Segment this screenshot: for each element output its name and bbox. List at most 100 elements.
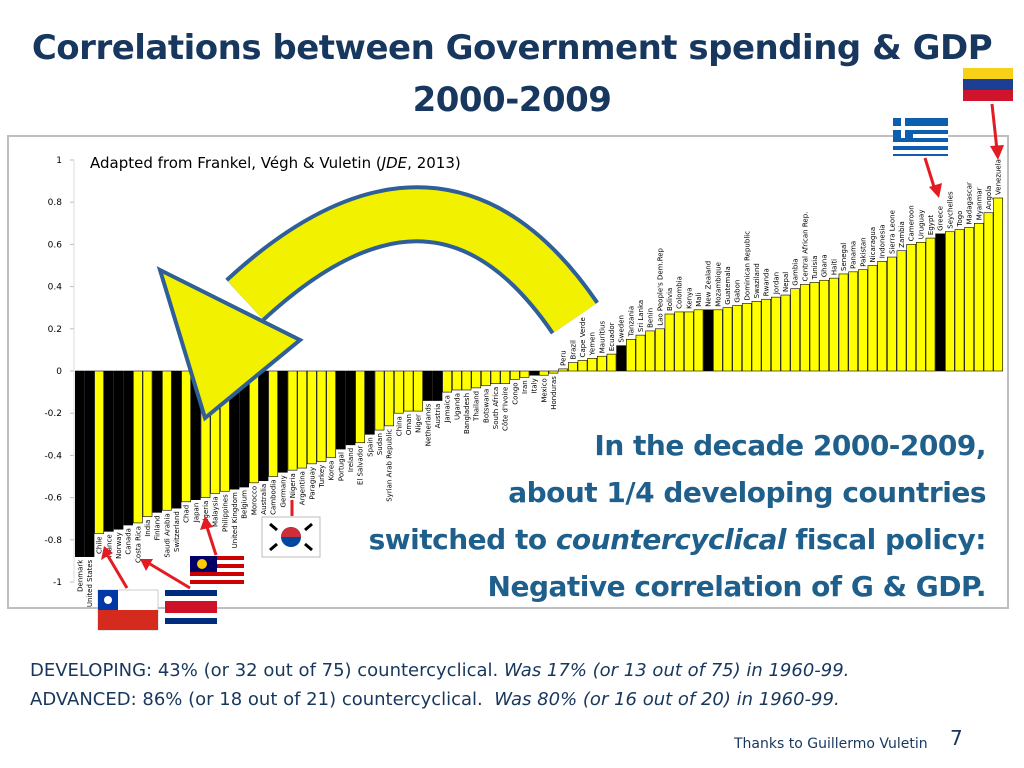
bar: [277, 370, 288, 473]
bar: [925, 237, 936, 372]
x-tick-label: Korea: [328, 461, 336, 481]
y-tick-label: -0.6: [44, 494, 62, 504]
x-tick-label: Paraguay: [308, 467, 316, 500]
bar: [142, 370, 153, 517]
x-tick-label: Sierra Leone: [888, 210, 896, 254]
page-number: 7: [950, 726, 963, 750]
bar: [799, 284, 810, 372]
annotation-line: In the decade 2000-2009,: [594, 429, 986, 462]
x-tick-label: Tanzania: [627, 306, 635, 337]
bar: [654, 328, 665, 372]
x-tick-label: Honduras: [550, 376, 558, 410]
x-tick-label: Jamaica: [444, 395, 452, 424]
bar: [625, 339, 636, 372]
y-tick-label: 0.6: [48, 240, 63, 250]
bar: [983, 212, 994, 372]
x-tick-label: France: [105, 534, 113, 557]
x-tick-label: Cameroon: [908, 205, 916, 241]
pointer-arrows: [101, 103, 1004, 590]
bar: [732, 305, 743, 372]
x-tick-label: Panama: [850, 241, 858, 269]
footer-line: DEVELOPING: 43% (or 32 out of 75) counte…: [30, 656, 849, 685]
x-tick-label: Greece: [937, 206, 945, 231]
bar: [171, 370, 182, 509]
flag-korea: [261, 516, 321, 558]
x-tick-label: Denmark: [76, 559, 84, 592]
bar: [132, 370, 143, 524]
y-tick-label: 0: [56, 367, 62, 377]
bar: [480, 370, 491, 387]
bar: [451, 370, 462, 391]
x-tick-label: Chile: [96, 536, 104, 554]
x-tick-label: Oman: [405, 414, 413, 435]
bar: [935, 233, 946, 372]
x-tick-label: Rwanda: [763, 268, 771, 296]
bar: [403, 370, 414, 412]
bar: [838, 273, 849, 372]
source-text: Adapted from Frankel, Végh & Vuletin (: [90, 154, 382, 172]
x-tick-label: United States: [86, 559, 94, 607]
x-tick-label: Sri Lanka: [637, 300, 645, 332]
bar: [944, 231, 955, 372]
bar: [384, 370, 395, 427]
bar: [877, 260, 888, 372]
x-tick-label: Lao People's Dem.Rep: [656, 247, 664, 325]
x-tick-label: Colombia: [676, 276, 684, 309]
x-tick-label: Cape Verde: [579, 317, 587, 357]
x-tick-label: Thailand: [473, 391, 481, 422]
bar: [500, 370, 511, 384]
bar: [248, 370, 259, 484]
bar: [896, 250, 907, 372]
source-note: Adapted from Frankel, Végh & Vuletin (JD…: [90, 154, 461, 172]
y-tick-label: 1: [56, 156, 62, 166]
bar: [355, 370, 366, 444]
x-tick-label: Yemen: [589, 332, 597, 356]
footer-notes: DEVELOPING: 43% (or 32 out of 75) counte…: [30, 656, 849, 714]
bar: [635, 334, 646, 372]
y-tick-label: -1: [53, 578, 62, 588]
x-tick-label: Japan: [192, 503, 200, 524]
bar: [664, 313, 675, 372]
bar: [712, 309, 723, 372]
bar: [915, 241, 926, 372]
x-tick-label: Germany: [279, 475, 287, 507]
x-tick-label: Austria: [434, 404, 442, 429]
x-tick-label: Zambia: [898, 221, 906, 248]
x-tick-label: Benin: [647, 308, 655, 328]
x-tick-label: Sweden: [618, 315, 626, 343]
flag-chile: [97, 589, 159, 631]
x-tick-label: Ghana: [821, 254, 829, 277]
x-tick-label: Venezuela: [995, 159, 1003, 195]
x-tick-label: Spain: [366, 437, 374, 457]
x-tick-label: China: [395, 416, 403, 436]
bar: [74, 370, 85, 557]
bar: [867, 265, 878, 372]
y-tick-label: 0.8: [48, 198, 63, 208]
bar: [761, 298, 772, 372]
bar: [790, 288, 801, 372]
x-tick-label: Canada: [125, 528, 133, 555]
bar: [567, 362, 578, 372]
x-tick-label: Uruguay: [917, 210, 925, 240]
x-tick-label: Bolivia: [666, 288, 674, 311]
bar: [84, 370, 95, 557]
bar: [393, 370, 404, 414]
x-tick-label: Niger: [415, 414, 423, 433]
bar: [422, 370, 433, 401]
x-tick-label: Egypt: [927, 215, 935, 235]
bar: [123, 370, 134, 526]
x-tick-label: Saudi Arabia: [163, 513, 171, 557]
bar: [722, 307, 733, 372]
x-tick-label: Portugal: [337, 452, 345, 481]
bar: [94, 370, 105, 534]
bar: [258, 370, 269, 482]
flag-malaysia: [190, 556, 244, 584]
x-tick-label: Ecuador: [608, 322, 616, 351]
x-tick-label: Madagascar: [966, 182, 974, 225]
x-tick-label: Bangladesh: [463, 393, 471, 434]
annotation-line: about 1/4 developing countries: [508, 476, 986, 509]
annotation: In the decade 2000-2009, about 1/4 devel…: [369, 422, 987, 610]
x-tick-label: Jordan: [772, 272, 780, 295]
bar: [587, 358, 598, 372]
